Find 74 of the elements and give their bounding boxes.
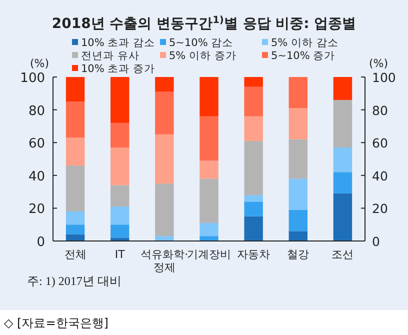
bar	[110, 238, 130, 241]
x-tick-label: 조선	[332, 248, 354, 261]
bar	[110, 122, 130, 148]
bar	[244, 116, 263, 141]
bar	[200, 178, 218, 223]
bar	[66, 211, 85, 225]
bar	[244, 216, 263, 241]
bar	[66, 102, 85, 138]
y-tick-label: 80	[28, 104, 45, 119]
y-tick-label: 0	[36, 235, 45, 250]
bar	[288, 77, 308, 108]
text: ◇ [자료=한국은행]	[4, 316, 108, 330]
y2-tick-label: 80	[372, 102, 388, 118]
bar	[66, 224, 85, 234]
x-tick-label: 철강	[287, 248, 310, 261]
legend-label: 5% 이하 감소	[271, 37, 338, 49]
bar	[288, 210, 308, 232]
legend-label: 5~10% 증가	[271, 50, 336, 62]
bar	[66, 77, 85, 102]
bar	[110, 185, 130, 207]
legend-label: 5% 이하 증가	[169, 50, 236, 62]
bar	[244, 195, 263, 202]
y2-tick-label: 0	[372, 234, 380, 249]
bar	[66, 166, 85, 212]
y2-tick-label: 40	[372, 168, 388, 184]
x-tick-label: 석유화학· 정제	[140, 248, 188, 274]
bar	[200, 236, 218, 241]
y2-axis-title: (%)	[369, 57, 388, 70]
bar	[333, 77, 352, 100]
bar	[155, 92, 174, 134]
bar	[333, 100, 352, 148]
legend-label: 10% 초과 증가	[81, 63, 156, 75]
bar	[155, 134, 174, 184]
bar	[200, 160, 218, 179]
bar	[110, 206, 130, 225]
chart-title: 2018년 수출의 변동구간$^{1)}$별 응답 비중: 업종별	[52, 14, 356, 32]
y-axis-title: (%)	[30, 57, 49, 70]
bar	[288, 139, 308, 179]
y-tick-label: 20	[28, 202, 45, 218]
y-tick-label: 100	[20, 71, 45, 86]
legend-label: 5~10% 감소	[169, 37, 234, 49]
legend-label: 10% 초과 감소	[81, 37, 156, 49]
x-tick-label: 전체	[64, 248, 86, 261]
bar	[110, 224, 130, 238]
y2-tick-label: 20	[372, 201, 388, 216]
bar	[244, 86, 263, 116]
bar	[200, 222, 218, 236]
y-tick-label: 40	[28, 169, 45, 184]
x-tick-label: IT	[114, 248, 126, 261]
y2-tick-label: 100	[372, 70, 396, 85]
bar	[200, 116, 218, 161]
bar	[110, 148, 130, 186]
text: 주: 1) 2017년 대비	[27, 274, 122, 288]
bar	[288, 178, 308, 210]
bar	[244, 77, 263, 87]
bar	[333, 193, 352, 241]
bar	[333, 148, 352, 172]
y2-tick-label: 60	[372, 136, 388, 151]
bar	[110, 77, 130, 123]
bar	[288, 231, 308, 241]
bar	[66, 234, 85, 241]
bar	[244, 140, 263, 196]
legend-label: 전년과 유사	[81, 50, 140, 62]
bar	[155, 184, 174, 236]
bar	[200, 77, 218, 116]
y-tick-label: 60	[28, 136, 45, 152]
bar	[288, 108, 308, 140]
bar	[244, 202, 263, 216]
bar	[66, 138, 85, 166]
x-tick-label: 기계장비	[187, 248, 231, 261]
x-tick-label: 자동차	[237, 248, 270, 261]
bar	[155, 77, 174, 92]
bar	[155, 236, 174, 241]
bar	[333, 172, 352, 194]
